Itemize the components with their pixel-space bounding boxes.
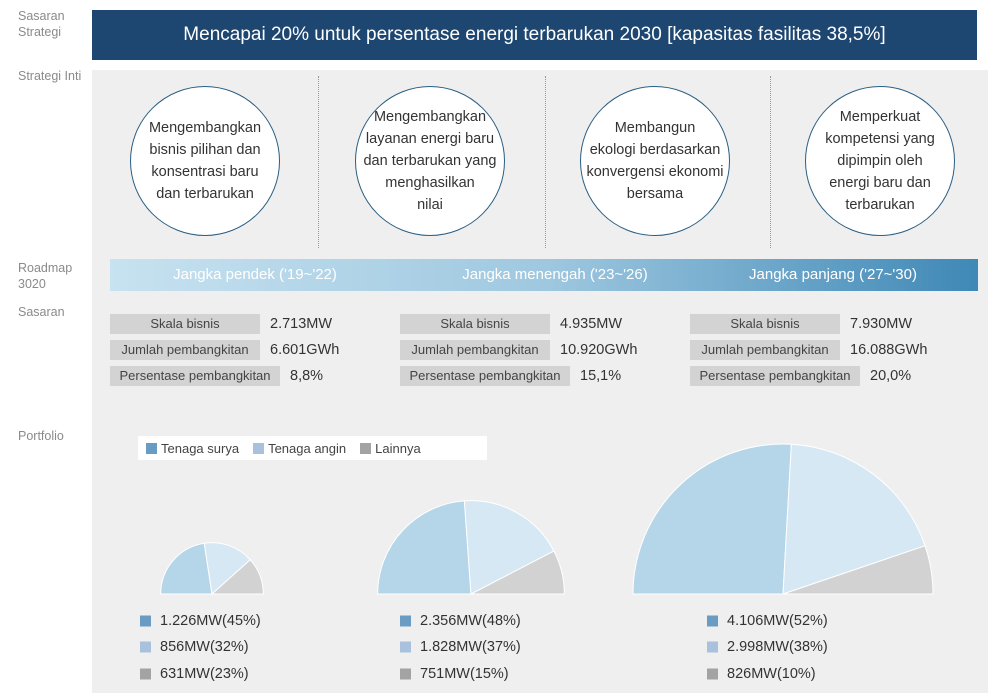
strategy-circle: Memperkuat kompetensi yang dipimpin oleh en… (805, 86, 955, 236)
strategy-line: nilai (417, 197, 443, 213)
strategy-line: Membangun (614, 120, 696, 136)
value-label: 631MW(23%) (160, 666, 249, 682)
target-value: 8,8% (290, 368, 324, 384)
legend-swatch (400, 641, 411, 653)
strategy-line: menghasilkan (385, 175, 475, 191)
phase-label: Jangka pendek ('19~'22) (173, 266, 337, 283)
target-label: Jumlah pembangkitan (400, 340, 550, 360)
target-label: Jumlah pembangkitan (690, 340, 840, 360)
legend-swatch (253, 442, 265, 454)
side-label: Roadmap 3020 (18, 261, 73, 291)
divider (770, 76, 771, 248)
strategy-line: dan terbarukan yang (363, 153, 497, 169)
value-label: 4.106MW(52%) (727, 613, 828, 629)
strategy-line: Mengembangkan (148, 120, 262, 136)
side-label: Strategi Inti (18, 69, 82, 83)
legend-swatch (400, 615, 411, 627)
legend-swatch (707, 668, 718, 680)
target-label: Persentase pembangkitan (690, 366, 860, 386)
legend-swatch (146, 442, 157, 454)
strategy-circle: Mengembangkan layanan energi baru dan terb… (355, 86, 505, 236)
value-label: 1.828MW(37%) (420, 639, 521, 655)
strategy-line: energi baru dan (829, 175, 931, 191)
pie-slice (463, 500, 555, 595)
value-label: 1.226MW(45%) (160, 613, 261, 629)
legend-label: Tenaga angin (268, 440, 347, 456)
strategy-line: Memperkuat (839, 109, 921, 125)
divider (318, 76, 319, 248)
value-label: 856MW(32%) (160, 639, 249, 655)
target-label: Persentase pembangkitan (110, 366, 280, 386)
target-value: 2.713MW (270, 316, 333, 332)
value-label: 826MW(10%) (727, 666, 816, 682)
strategy-line: terbarukan (845, 197, 915, 213)
legend-swatch (400, 668, 411, 680)
strategy-line: dan terbarukan (156, 186, 254, 202)
legend-label: Tenaga surya (161, 440, 240, 456)
legend: Tenaga surya Tenaga angin Lainnya (138, 436, 487, 460)
divider (545, 76, 546, 248)
legend-swatch (140, 668, 151, 680)
pie-slice (377, 500, 472, 595)
target-value: 20,0% (870, 368, 912, 384)
header: Mencapai 20% untuk persentase energi ter… (92, 10, 977, 60)
pie-slice (160, 542, 213, 595)
side-label: Sasaran Strategi (18, 9, 65, 39)
legend-swatch (140, 615, 151, 627)
pie-slice (782, 545, 934, 595)
target-value: 10.920GWh (560, 342, 638, 358)
strategy-line: bersama (626, 186, 684, 202)
strategy-circle: Membangun ekologi berdasarkan konvergensi … (580, 86, 730, 236)
pie-slice (470, 550, 565, 595)
legend-swatch (707, 615, 718, 627)
phase-label: Jangka menengah ('23~'26) (462, 266, 648, 283)
legend-swatch (140, 641, 151, 653)
pie-slice (782, 443, 926, 595)
side-label: Sasaran (18, 305, 65, 319)
strategy-circle: Mengembangkan bisnis pilihan dan konsentra… (130, 86, 280, 236)
target-value: 7.930MW (850, 316, 913, 332)
roadmap-bar (110, 259, 978, 291)
target-label: Skala bisnis (400, 314, 550, 334)
strategy-line: konvergensi ekonomi (586, 164, 724, 180)
target-value: 4.935MW (560, 316, 623, 332)
legend-swatch (707, 641, 718, 653)
target-label: Jumlah pembangkitan (110, 340, 260, 360)
value-label: 2.356MW(48%) (420, 613, 521, 629)
strategy-line: bisnis pilihan dan (149, 142, 261, 158)
strategy-line: Mengembangkan (373, 109, 487, 125)
pie-slice (632, 443, 792, 595)
target-label: Persentase pembangkitan (400, 366, 570, 386)
value-label: 751MW(15%) (420, 666, 509, 682)
legend-label: Lainnya (375, 440, 421, 456)
strategy-line: ekologi berdasarkan (589, 142, 721, 158)
target-label: Skala bisnis (690, 314, 840, 334)
phase-label: Jangka panjang ('27~'30) (749, 266, 917, 283)
legend-swatch (360, 442, 372, 454)
strategy-line: layanan energi baru (365, 131, 495, 147)
target-value: 6.601GWh (270, 342, 340, 358)
target-label: Skala bisnis (110, 314, 260, 334)
target-value: 16.088GWh (850, 342, 928, 358)
strategy-line: kompetensi yang (825, 131, 935, 147)
strategy-line: dipimpin oleh (837, 153, 923, 169)
pie-slice (210, 559, 264, 595)
strategy-line: konsentrasi baru (151, 164, 259, 180)
side-label: Portfolio (18, 429, 64, 443)
pie-slice (203, 542, 251, 595)
target-value: 15,1% (580, 368, 622, 384)
value-label: 2.998MW(38%) (727, 639, 828, 655)
